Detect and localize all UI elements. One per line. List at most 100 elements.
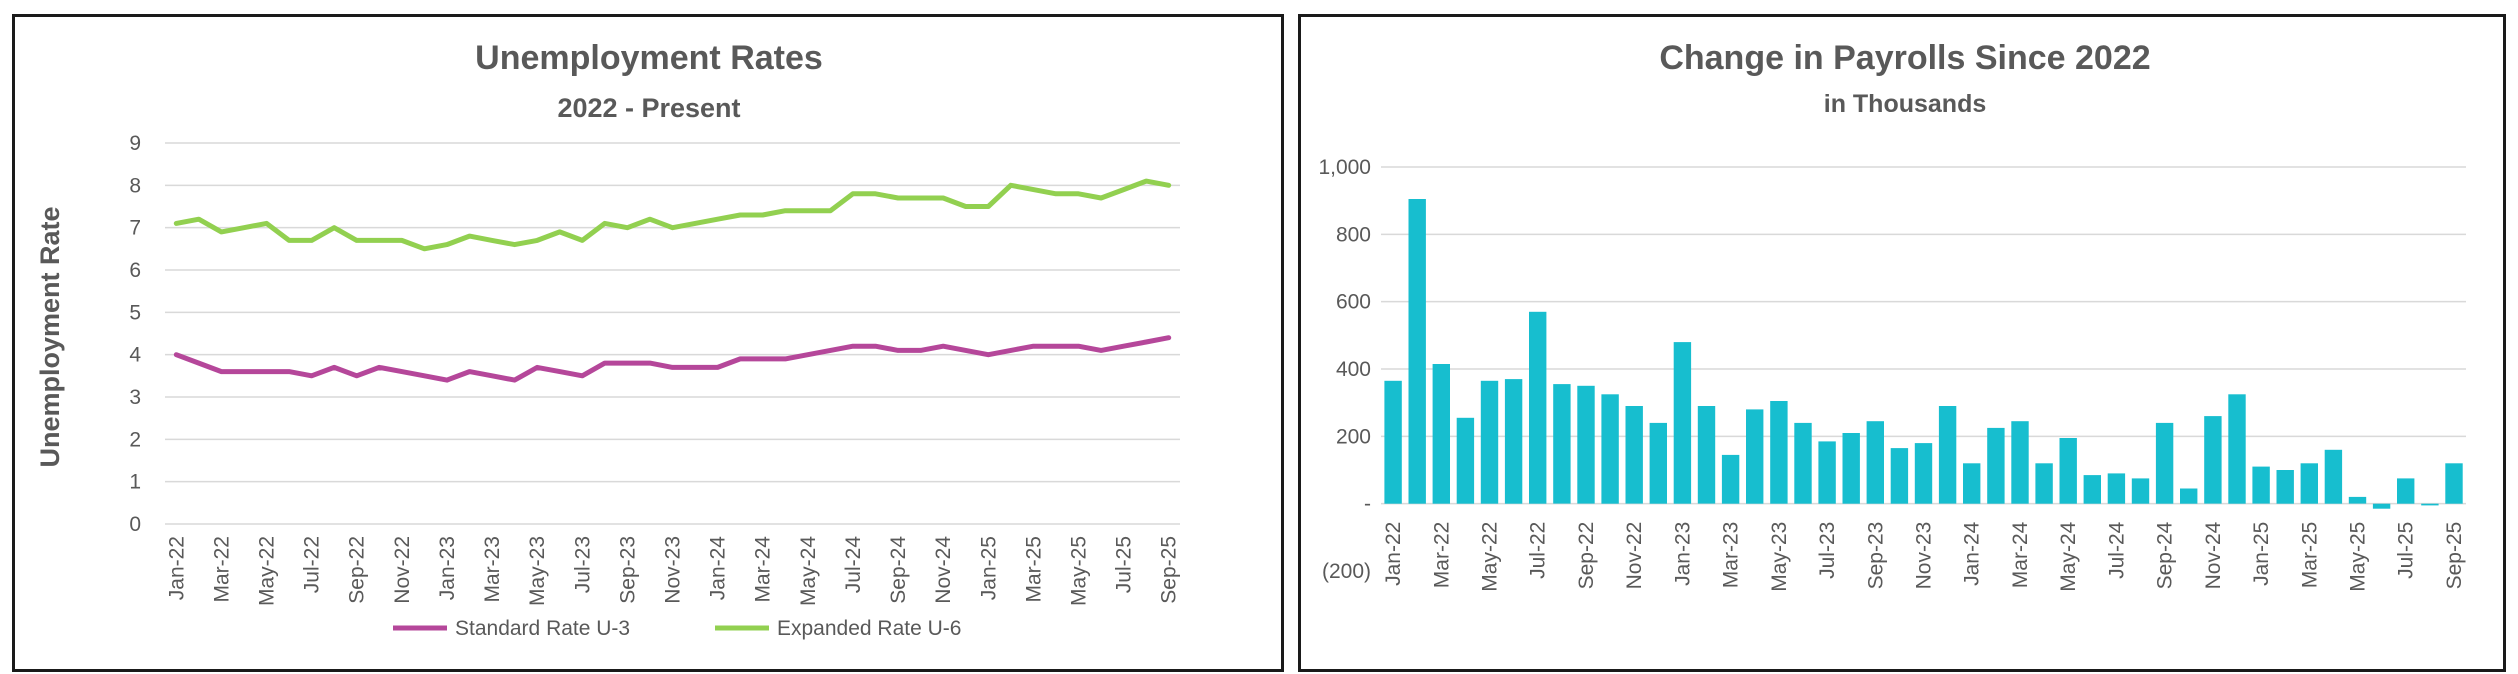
- bar: [1818, 441, 1836, 504]
- bar: [2228, 394, 2246, 504]
- x-tick-label: Mar-25: [1022, 536, 1045, 603]
- y-tick-label: -: [1364, 493, 1371, 516]
- y-tick-label: 0: [129, 513, 141, 536]
- x-tick-label: Nov-24: [932, 536, 955, 604]
- x-tick-label: Jul-23: [1816, 522, 1839, 579]
- y-tick-label: 8: [129, 174, 141, 197]
- bar: [1480, 380, 1499, 504]
- bar: [2300, 463, 2318, 504]
- bar: [1938, 406, 1957, 504]
- x-tick-label: Jan-25: [2250, 522, 2273, 586]
- x-tick-label: May-22: [1479, 522, 1502, 592]
- bar: [2035, 463, 2053, 504]
- x-tick-label: May-25: [1068, 536, 1091, 606]
- series-line: [173, 178, 1172, 252]
- bar: [1456, 417, 1475, 504]
- y-tick-label: 4: [129, 344, 141, 367]
- x-tick-label: Jul-24: [2105, 521, 2128, 579]
- bar: [1987, 427, 2005, 504]
- bar: [2059, 438, 2077, 504]
- bar: [1866, 421, 1884, 504]
- y-axis-label: Unemployment Rate: [35, 206, 65, 467]
- chart-subtitle: in Thousands: [1824, 90, 1987, 118]
- bar: [2372, 503, 2391, 509]
- bar: [2397, 478, 2415, 504]
- chart-subtitle: 2022 - Present: [557, 93, 740, 123]
- bar: [2276, 470, 2294, 504]
- y-tick-label: 200: [1336, 425, 1371, 448]
- x-tick-label: Jan-23: [1671, 522, 1694, 586]
- unemployment-line-chart: Unemployment Rates 2022 - Present Unempl…: [35, 39, 1181, 640]
- x-tick-label: Nov-23: [1913, 522, 1936, 590]
- x-tick-label: Sep-23: [1864, 522, 1887, 590]
- bar: [2252, 466, 2270, 504]
- x-tick-label: Jul-25: [2395, 522, 2418, 579]
- payrolls-chart-panel: Change in Payrolls Since 2022 in Thousan…: [1298, 14, 2506, 672]
- bar: [1890, 448, 1909, 504]
- bar: [2445, 463, 2463, 504]
- bar: [2348, 496, 2367, 504]
- bar: [1697, 406, 1716, 504]
- x-tick-label: Jan-25: [977, 536, 1000, 600]
- bar: [2180, 488, 2198, 504]
- bar: [1408, 199, 1426, 504]
- y-tick-label: 5: [129, 301, 141, 324]
- bar: [2155, 422, 2174, 504]
- x-tick-label: Sep-25: [2443, 522, 2466, 590]
- x-tick-label: Jul-22: [1527, 522, 1550, 579]
- x-tick-label: Mar-23: [1720, 522, 1743, 589]
- x-tick-label: Jan-22: [1382, 522, 1405, 586]
- y-tick-label: 1: [129, 471, 141, 494]
- y-tick-label: 9: [129, 132, 141, 155]
- legend-label: Standard Rate U-3: [455, 617, 630, 640]
- chart-title: Unemployment Rates: [475, 39, 823, 77]
- x-tick-label: May-22: [256, 536, 279, 606]
- bar: [2204, 416, 2222, 504]
- x-tick-label: Mar-23: [481, 536, 504, 603]
- y-tick-label: 6: [129, 259, 141, 282]
- y-tick-label: (200): [1322, 560, 1371, 583]
- x-tick-label: Mar-24: [2009, 521, 2032, 588]
- series-line: [173, 335, 1172, 383]
- bar: [2083, 475, 2101, 504]
- x-tick-label: Mar-25: [2298, 522, 2321, 589]
- bar: [1649, 422, 1667, 504]
- x-tick-label: Sep-24: [887, 536, 910, 604]
- bar: [1770, 401, 1788, 504]
- y-tick-label: 800: [1336, 223, 1371, 246]
- unemployment-chart-panel: Unemployment Rates 2022 - Present Unempl…: [12, 14, 1284, 672]
- x-tick-label: Sep-25: [1158, 536, 1181, 604]
- x-tick-label: Sep-22: [346, 536, 369, 604]
- bar: [1504, 379, 1523, 504]
- x-tick-label: Mar-22: [210, 536, 233, 603]
- x-tick-label: May-24: [2057, 521, 2080, 591]
- x-tick-label: Nov-22: [391, 536, 414, 604]
- x-tick-label: Jan-24: [707, 536, 730, 601]
- x-tick-label: May-23: [1768, 522, 1791, 592]
- bar: [1601, 394, 1619, 504]
- x-tick-label: Jul-24: [842, 536, 865, 594]
- x-tick-label: May-23: [526, 536, 549, 606]
- bar: [1553, 384, 1571, 504]
- bar: [2421, 503, 2439, 506]
- bar: [1577, 385, 1595, 504]
- x-tick-label: Sep-23: [616, 536, 639, 604]
- x-tick-label: Nov-23: [662, 536, 685, 604]
- bar: [1721, 454, 1740, 504]
- legend-label: Expanded Rate U-6: [777, 617, 961, 640]
- y-tick-label: 7: [129, 217, 141, 240]
- y-tick-label: 3: [129, 386, 141, 409]
- bar: [1842, 433, 1860, 504]
- x-tick-label: Jul-23: [571, 536, 594, 593]
- x-tick-label: Mar-24: [752, 536, 775, 603]
- bar: [2324, 449, 2343, 504]
- bar: [1794, 422, 1812, 504]
- y-tick-label: 600: [1336, 291, 1371, 314]
- x-tick-label: Nov-24: [2202, 521, 2225, 589]
- y-tick-label: 400: [1336, 358, 1371, 381]
- bar: [1673, 342, 1692, 504]
- x-tick-label: Sep-22: [1575, 522, 1598, 590]
- bar: [2011, 421, 2029, 504]
- x-tick-label: May-24: [797, 536, 820, 606]
- x-tick-label: May-25: [2347, 522, 2370, 592]
